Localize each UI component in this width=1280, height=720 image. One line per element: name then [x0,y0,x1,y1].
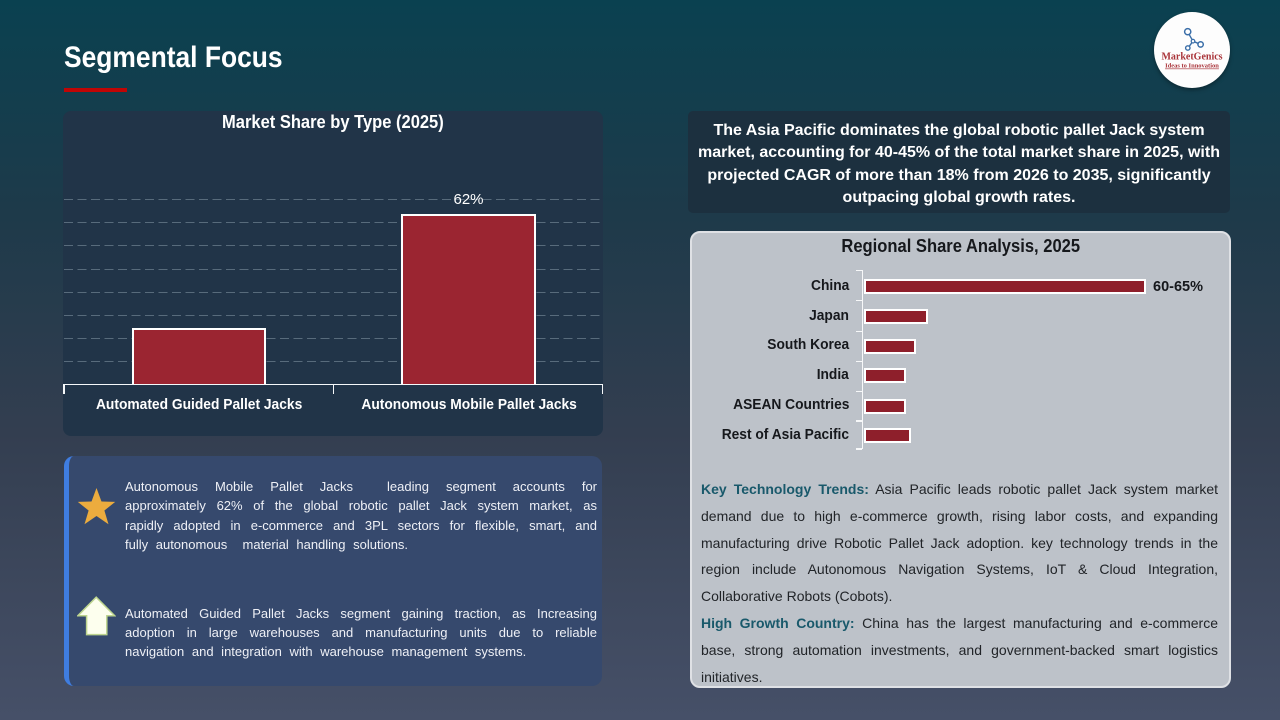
svg-text:Ideas to Innovation: Ideas to Innovation [1165,63,1219,70]
svg-text:MarketGenics: MarketGenics [1161,52,1222,63]
